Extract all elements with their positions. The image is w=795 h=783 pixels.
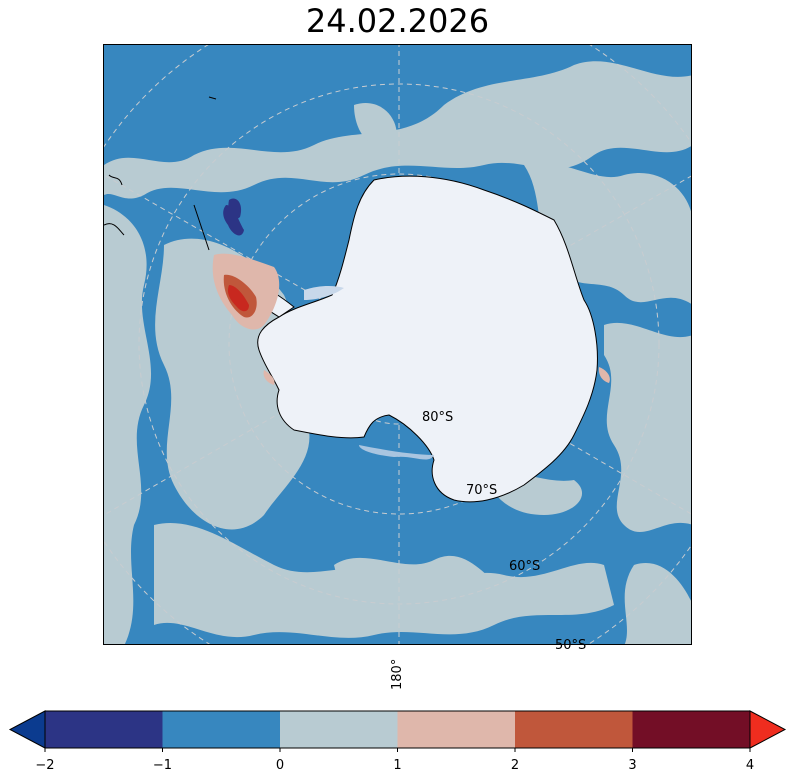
colorbar-tick-label: 0: [275, 758, 285, 773]
coastline-fragments: [104, 96, 217, 251]
colorbar-bin: [45, 711, 163, 748]
map-canvas: [104, 45, 691, 644]
colorbar-bin: [162, 711, 280, 748]
colorbar-tick-label: 2: [510, 758, 520, 773]
ross-ice-shelf: [359, 445, 434, 460]
map-title: 24.02.2026: [305, 2, 490, 40]
colorbar-tick-label: 4: [745, 758, 755, 773]
colorbar-tick-label: 3: [628, 758, 637, 773]
antarctic-map: 80°S 70°S 60°S: [103, 44, 692, 645]
colorbar-bin: [515, 711, 633, 748]
lat-label-60: 60°S: [509, 559, 541, 574]
strong-negative-patches: [223, 198, 244, 236]
neutral-anomaly-patches: [104, 61, 691, 644]
colorbar-under-arrow: [8, 710, 46, 749]
colorbar-over-arrow: [749, 710, 787, 749]
lat-label-70: 70°S: [466, 483, 498, 498]
colorbar-tick-label: −1: [152, 758, 173, 773]
weddell-ice-shelf: [304, 285, 344, 300]
colorbar: [8, 710, 787, 752]
colorbar-bin: [397, 711, 515, 748]
colorbar-bin: [632, 711, 750, 748]
lon-label-180: 180°: [390, 658, 405, 690]
lat-label-80: 80°S: [422, 410, 454, 425]
positive-anomaly-peninsula: [212, 253, 610, 385]
colorbar-tick-label: −2: [35, 758, 55, 773]
colorbar-bin: [280, 711, 398, 748]
lat-label-50: 50°S: [555, 638, 587, 653]
colorbar-tick-label: 1: [393, 758, 402, 773]
